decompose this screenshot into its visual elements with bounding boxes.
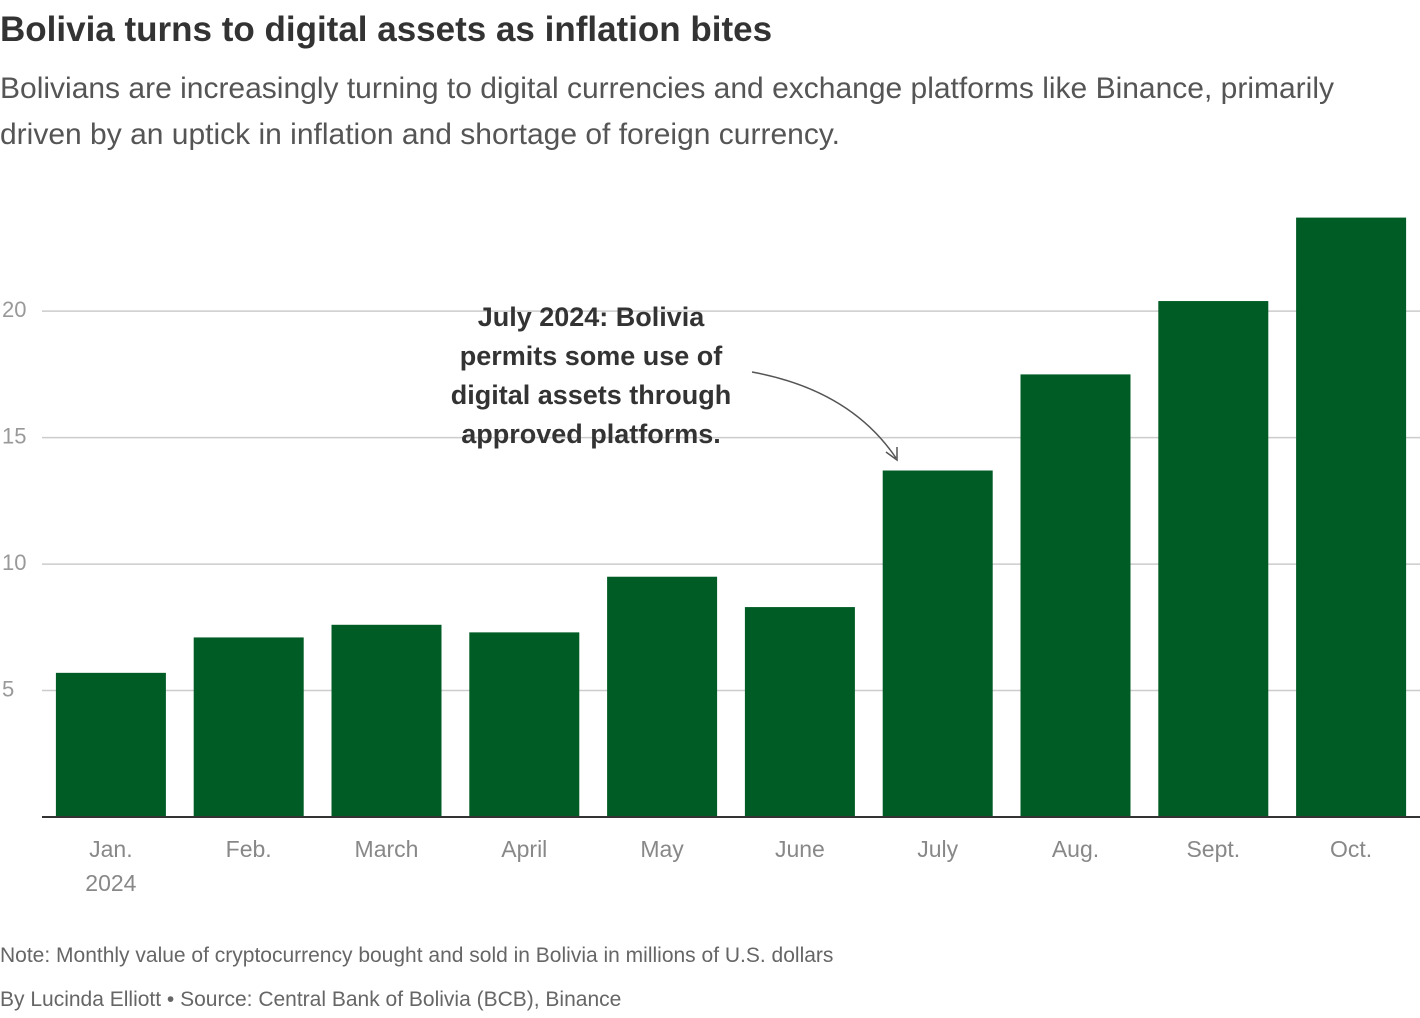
x-tick-label: Feb. bbox=[225, 836, 272, 862]
y-tick-label: 20 bbox=[2, 297, 26, 322]
x-tick-label: Jan. 2024 bbox=[85, 836, 137, 896]
bar bbox=[469, 632, 580, 817]
x-tick-label: June bbox=[774, 836, 825, 862]
x-tick-label: Oct. bbox=[1330, 836, 1373, 862]
bar bbox=[1158, 301, 1269, 817]
bar bbox=[607, 576, 718, 817]
x-tick-label: Aug. bbox=[1051, 836, 1100, 862]
chart-title: Bolivia turns to digital assets as infla… bbox=[0, 10, 773, 49]
bar bbox=[1020, 374, 1131, 817]
x-tick-label: May bbox=[640, 836, 684, 862]
chart-subtitle: Bolivians are increasingly turning to di… bbox=[0, 72, 1334, 151]
y-tick-label: 5 bbox=[2, 676, 14, 701]
bar bbox=[882, 470, 993, 817]
x-tick-label: Sept. bbox=[1186, 836, 1241, 862]
x-tick-label: July bbox=[917, 836, 959, 862]
bar bbox=[331, 624, 442, 817]
bar bbox=[55, 672, 166, 817]
x-tick-label: March bbox=[354, 836, 419, 862]
note: Note: Monthly value of cryptocurrency bo… bbox=[0, 944, 834, 967]
x-tick-label: April bbox=[501, 836, 548, 862]
y-tick-label: 15 bbox=[2, 423, 26, 448]
source: By Lucinda Elliott • Source: Central Ban… bbox=[0, 988, 622, 1011]
bar bbox=[193, 637, 304, 817]
annotation: July 2024: Bolivia permits some use of d… bbox=[450, 302, 732, 449]
bar bbox=[744, 607, 855, 817]
annotation-arrowhead bbox=[885, 447, 898, 462]
bar bbox=[1296, 217, 1407, 817]
annotation-arrow bbox=[751, 371, 897, 459]
y-tick-label: 10 bbox=[2, 550, 26, 575]
